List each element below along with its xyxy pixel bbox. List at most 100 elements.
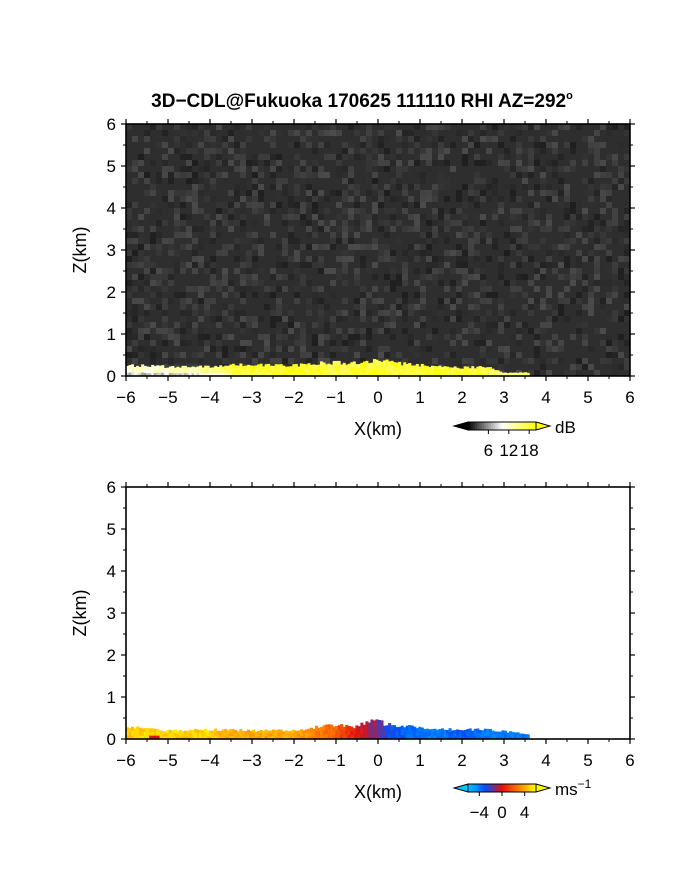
noise-cell — [144, 352, 150, 358]
data-cell — [425, 735, 429, 740]
data-cell — [415, 371, 419, 377]
noise-cell — [588, 346, 594, 352]
data-cell — [259, 729, 263, 734]
data-cell — [395, 371, 399, 377]
data-cell — [194, 370, 198, 374]
data-cell — [380, 371, 384, 377]
noise-cell — [498, 304, 504, 310]
data-cell — [468, 728, 472, 733]
noise-cell — [252, 322, 258, 328]
noise-cell — [510, 256, 516, 262]
noise-cell — [228, 358, 234, 364]
noise-cell — [606, 130, 612, 136]
noise-cell — [306, 256, 312, 262]
data-cell — [153, 732, 157, 736]
noise-cell — [300, 328, 306, 334]
data-cell — [267, 363, 271, 369]
data-cell — [252, 735, 256, 740]
noise-cell — [414, 238, 420, 244]
noise-cell — [366, 226, 372, 232]
noise-cell — [522, 238, 528, 244]
data-cell — [259, 367, 263, 373]
data-cell — [272, 732, 276, 737]
noise-cell — [132, 358, 138, 364]
noise-cell — [570, 160, 576, 166]
noise-cell — [516, 208, 522, 214]
noise-cell — [360, 316, 366, 322]
data-cell — [277, 368, 281, 373]
y-tick-label: 1 — [107, 325, 116, 344]
data-cell — [514, 373, 518, 376]
noise-cell — [174, 232, 180, 238]
data-cell — [488, 732, 492, 736]
noise-cell — [462, 184, 468, 190]
noise-cell — [276, 298, 282, 304]
noise-cell — [624, 358, 630, 364]
noise-cell — [546, 358, 552, 364]
noise-cell — [618, 142, 624, 148]
data-cell — [191, 730, 195, 734]
noise-cell — [216, 220, 222, 226]
noise-cell — [186, 190, 192, 196]
data-cell — [214, 372, 218, 377]
noise-cell — [618, 268, 624, 274]
noise-cell — [570, 148, 576, 154]
noise-cell — [462, 148, 468, 154]
noise-cell — [534, 298, 540, 304]
noise-cell — [522, 274, 528, 280]
data-cell — [516, 736, 520, 740]
noise-cell — [156, 196, 162, 202]
data-cell — [277, 735, 281, 740]
noise-cell — [228, 160, 234, 166]
data-cell — [408, 362, 412, 368]
noise-cell — [390, 256, 396, 262]
noise-cell — [402, 166, 408, 172]
data-cell — [229, 729, 233, 733]
noise-cell — [342, 154, 348, 160]
noise-cell — [354, 304, 360, 310]
noise-cell — [312, 190, 318, 196]
noise-cell — [204, 304, 210, 310]
data-cell — [468, 370, 472, 374]
noise-cell — [234, 142, 240, 148]
noise-cell — [240, 178, 246, 184]
colorbar-segment — [511, 422, 514, 430]
data-cell — [171, 736, 175, 740]
data-cell — [178, 370, 182, 374]
noise-cell — [198, 208, 204, 214]
noise-cell — [132, 166, 138, 172]
noise-cell — [516, 226, 522, 232]
noise-cell — [432, 238, 438, 244]
noise-cell — [606, 202, 612, 208]
noise-cell — [318, 172, 324, 178]
noise-cell — [282, 220, 288, 226]
data-cell — [252, 732, 256, 737]
noise-cell — [504, 238, 510, 244]
noise-cell — [282, 190, 288, 196]
data-cell — [259, 363, 263, 369]
data-cell — [481, 369, 485, 374]
noise-cell — [468, 358, 474, 364]
noise-cell — [552, 346, 558, 352]
noise-cell — [324, 208, 330, 214]
data-cell — [277, 732, 281, 737]
colorbar-segment — [529, 422, 532, 430]
data-cell — [221, 366, 225, 371]
data-cell — [423, 369, 427, 373]
noise-cell — [342, 334, 348, 340]
noise-cell — [570, 208, 576, 214]
noise-cell — [558, 202, 564, 208]
data-cell — [463, 732, 467, 737]
noise-cell — [162, 364, 168, 370]
noise-cell — [396, 214, 402, 220]
noise-cell — [144, 130, 150, 136]
noise-cell — [492, 304, 498, 310]
noise-cell — [540, 238, 546, 244]
noise-cell — [276, 202, 282, 208]
data-cell — [509, 373, 513, 376]
data-cell — [352, 735, 356, 740]
data-cell — [289, 369, 293, 374]
noise-cell — [492, 244, 498, 250]
data-cell — [501, 733, 505, 737]
data-cell — [191, 372, 195, 377]
